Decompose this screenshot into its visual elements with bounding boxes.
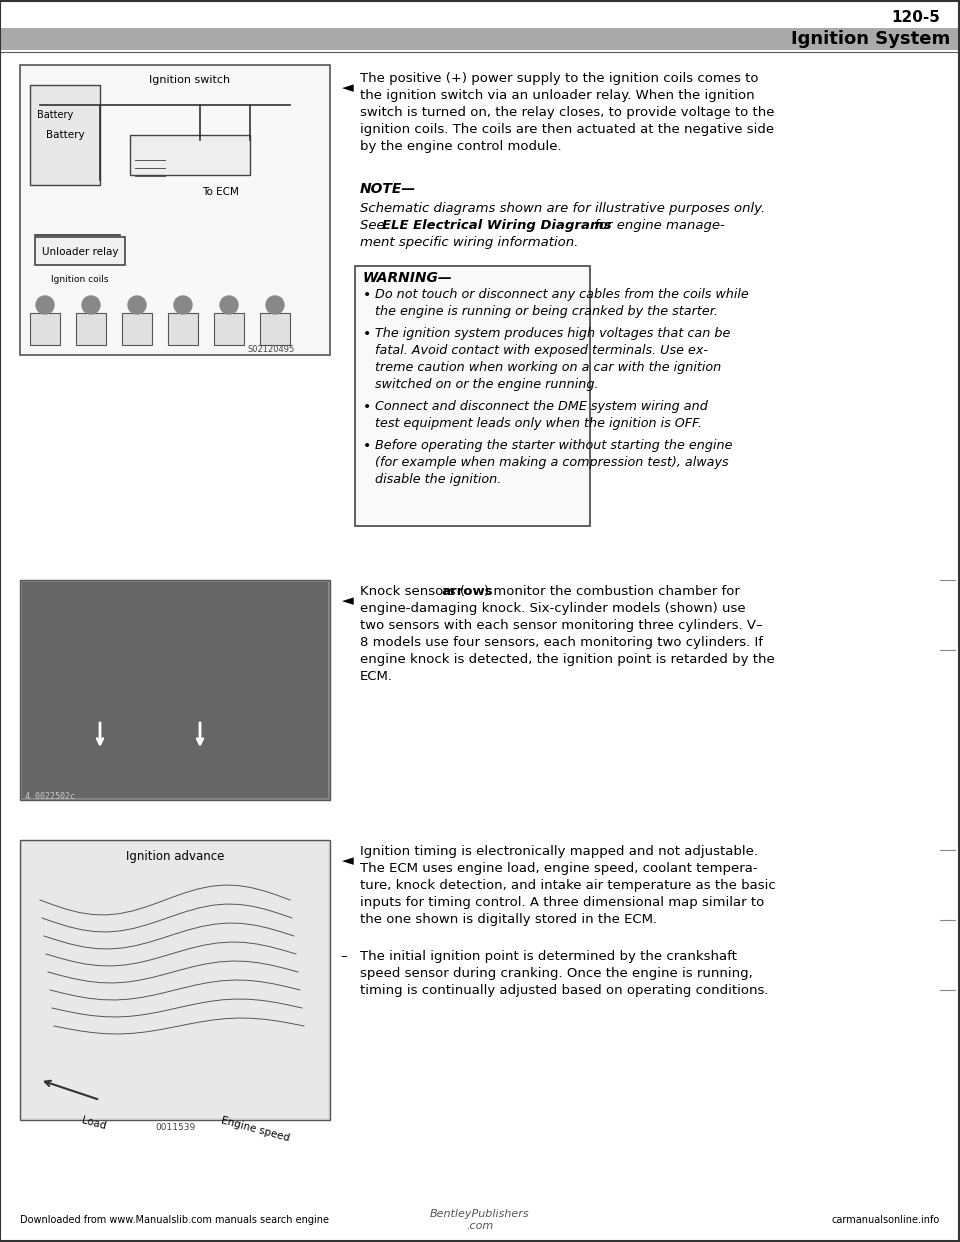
Text: test equipment leads only when the ignition is OFF.: test equipment leads only when the ignit…: [375, 417, 702, 430]
Text: ◄: ◄: [342, 79, 353, 94]
Text: two sensors with each sensor monitoring three cylinders. V–: two sensors with each sensor monitoring …: [360, 619, 762, 632]
Text: Engine speed: Engine speed: [220, 1115, 291, 1143]
FancyBboxPatch shape: [0, 29, 960, 50]
Text: by the engine control module.: by the engine control module.: [360, 140, 562, 153]
Text: Ignition System: Ignition System: [791, 30, 950, 48]
Text: ELE Electrical Wiring Diagrams: ELE Electrical Wiring Diagrams: [382, 219, 612, 232]
Text: The positive (+) power supply to the ignition coils comes to: The positive (+) power supply to the ign…: [360, 72, 758, 84]
Text: The ECM uses engine load, engine speed, coolant tempera-: The ECM uses engine load, engine speed, …: [360, 862, 757, 876]
Text: Ignition advance: Ignition advance: [126, 850, 225, 863]
Text: arrows: arrows: [442, 585, 492, 597]
Text: for engine manage-: for engine manage-: [590, 219, 725, 232]
FancyBboxPatch shape: [30, 84, 100, 185]
Text: Battery: Battery: [36, 111, 73, 120]
Text: •: •: [363, 400, 372, 414]
Circle shape: [266, 296, 284, 314]
FancyBboxPatch shape: [20, 840, 330, 1120]
Text: •: •: [363, 288, 372, 302]
Text: engine knock is detected, the ignition point is retarded by the: engine knock is detected, the ignition p…: [360, 653, 775, 666]
Text: Ignition timing is electronically mapped and not adjustable.: Ignition timing is electronically mapped…: [360, 845, 758, 858]
Text: the one shown is digitally stored in the ECM.: the one shown is digitally stored in the…: [360, 913, 658, 927]
Text: 8 models use four sensors, each monitoring two cylinders. If: 8 models use four sensors, each monitori…: [360, 636, 763, 650]
FancyBboxPatch shape: [260, 313, 290, 345]
Text: Ignition switch: Ignition switch: [150, 75, 230, 84]
Text: To ECM: To ECM: [202, 188, 238, 197]
Circle shape: [36, 296, 54, 314]
Text: The initial ignition point is determined by the crankshaft: The initial ignition point is determined…: [360, 950, 737, 963]
Text: Schematic diagrams shown are for illustrative purposes only.: Schematic diagrams shown are for illustr…: [360, 202, 765, 215]
Text: timing is continually adjusted based on operating conditions.: timing is continually adjusted based on …: [360, 984, 769, 997]
Text: the engine is running or being cranked by the starter.: the engine is running or being cranked b…: [375, 306, 718, 318]
FancyBboxPatch shape: [22, 582, 328, 799]
Text: ECM.: ECM.: [360, 669, 393, 683]
Text: •: •: [363, 327, 372, 342]
Circle shape: [174, 296, 192, 314]
Text: Battery: Battery: [46, 130, 84, 140]
Text: speed sensor during cranking. Once the engine is running,: speed sensor during cranking. Once the e…: [360, 968, 753, 980]
Text: Ignition coils: Ignition coils: [51, 276, 108, 284]
Text: fatal. Avoid contact with exposed terminals. Use ex-: fatal. Avoid contact with exposed termin…: [375, 344, 708, 356]
FancyBboxPatch shape: [168, 313, 198, 345]
Text: 0011539: 0011539: [155, 1123, 195, 1131]
Text: the ignition switch via an unloader relay. When the ignition: the ignition switch via an unloader rela…: [360, 89, 755, 102]
Text: Connect and disconnect the DME system wiring and: Connect and disconnect the DME system wi…: [375, 400, 708, 414]
Text: Before operating the starter without starting the engine: Before operating the starter without sta…: [375, 438, 732, 452]
Text: S02120495: S02120495: [248, 345, 295, 354]
Text: Load: Load: [80, 1115, 107, 1131]
Text: carmanualsonline.info: carmanualsonline.info: [831, 1215, 940, 1225]
Circle shape: [82, 296, 100, 314]
FancyBboxPatch shape: [355, 266, 590, 527]
FancyBboxPatch shape: [122, 313, 152, 345]
Text: (for example when making a compression test), always: (for example when making a compression t…: [375, 456, 729, 469]
Text: engine-damaging knock. Six-cylinder models (shown) use: engine-damaging knock. Six-cylinder mode…: [360, 602, 746, 615]
Text: switched on or the engine running.: switched on or the engine running.: [375, 378, 598, 391]
Text: ignition coils. The coils are then actuated at the negative side: ignition coils. The coils are then actua…: [360, 123, 774, 137]
Circle shape: [128, 296, 146, 314]
Text: ◄: ◄: [342, 592, 353, 609]
Text: ) monitor the combustion chamber for: ) monitor the combustion chamber for: [484, 585, 740, 597]
Text: NOTE—: NOTE—: [360, 183, 417, 196]
Text: 120-5: 120-5: [891, 10, 940, 26]
FancyBboxPatch shape: [30, 313, 60, 345]
Text: Knock sensors (: Knock sensors (: [360, 585, 465, 597]
Text: treme caution when working on a car with the ignition: treme caution when working on a car with…: [375, 361, 721, 374]
Text: –: –: [340, 950, 347, 963]
Text: ment specific wiring information.: ment specific wiring information.: [360, 236, 578, 248]
Text: See: See: [360, 219, 389, 232]
FancyBboxPatch shape: [214, 313, 244, 345]
FancyBboxPatch shape: [35, 237, 125, 265]
Text: WARNING—: WARNING—: [363, 271, 453, 284]
Text: Unloader relay: Unloader relay: [41, 247, 118, 257]
Text: •: •: [363, 438, 372, 453]
Text: inputs for timing control. A three dimensional map similar to: inputs for timing control. A three dimen…: [360, 895, 764, 909]
Text: Do not touch or disconnect any cables from the coils while: Do not touch or disconnect any cables fr…: [375, 288, 749, 301]
Text: ture, knock detection, and intake air temperature as the basic: ture, knock detection, and intake air te…: [360, 879, 776, 892]
FancyBboxPatch shape: [22, 842, 328, 1118]
FancyBboxPatch shape: [76, 313, 106, 345]
Circle shape: [220, 296, 238, 314]
Text: BentleyPublishers
.com: BentleyPublishers .com: [430, 1210, 530, 1231]
Text: ◄: ◄: [342, 853, 353, 868]
Text: The ignition system produces high voltages that can be: The ignition system produces high voltag…: [375, 327, 731, 340]
FancyBboxPatch shape: [20, 580, 330, 800]
Text: Downloaded from www.Manualslib.com manuals search engine: Downloaded from www.Manualslib.com manua…: [20, 1215, 329, 1225]
FancyBboxPatch shape: [130, 135, 250, 175]
Text: 4 0022502c: 4 0022502c: [25, 792, 75, 801]
Text: disable the ignition.: disable the ignition.: [375, 473, 501, 486]
FancyBboxPatch shape: [20, 65, 330, 355]
Text: switch is turned on, the relay closes, to provide voltage to the: switch is turned on, the relay closes, t…: [360, 106, 775, 119]
